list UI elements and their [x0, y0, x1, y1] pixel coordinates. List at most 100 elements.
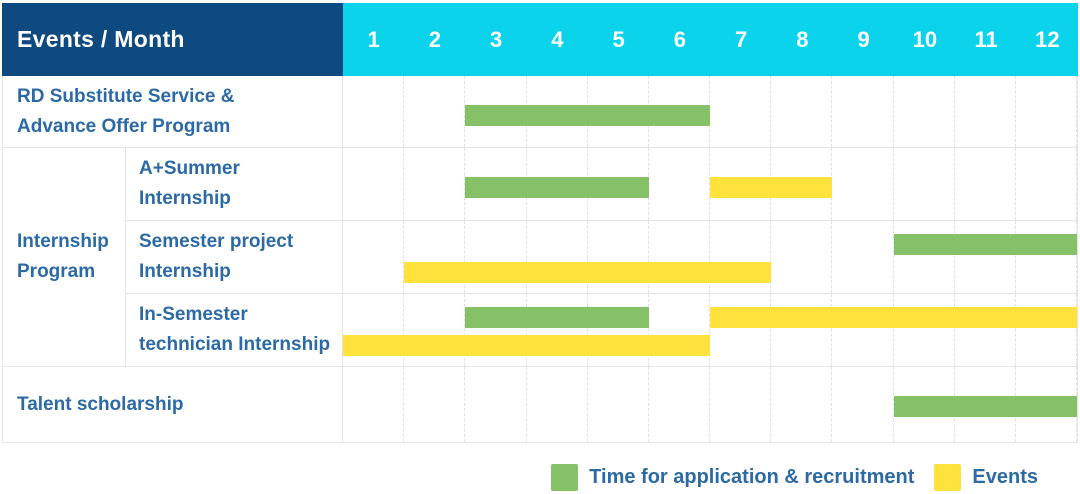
- month-header-10: 10: [912, 26, 938, 52]
- grid-cell-month-2: [404, 221, 466, 293]
- table-header-corner: Events / Month: [2, 3, 343, 76]
- chart-area-a-plus-summer-internship: [343, 148, 1078, 221]
- chart-area-semester-project-internship: [343, 221, 1078, 294]
- grid-cell-month-11: [955, 148, 1016, 220]
- grid-cell-month-6: [649, 221, 711, 293]
- row-label-in-semester-technician-internship: In-Semester technician Internship: [126, 294, 343, 367]
- legend-label-application: Time for application & recruitment: [589, 466, 915, 488]
- row-label-line: Internship: [139, 261, 231, 282]
- chart-area-rd-substitute-service: [343, 76, 1078, 148]
- table-title: Events / Month: [17, 26, 185, 52]
- grid-cell-month-7: [710, 294, 772, 366]
- bar-application-month-10-to-12: [893, 234, 1077, 255]
- row-label-line: Semester project: [139, 231, 294, 252]
- grid-cell-month-2: [404, 148, 466, 220]
- legend: Time for application & recruitment Event…: [0, 464, 1038, 491]
- group-label-internship-program: Internship Program: [2, 148, 126, 367]
- grid-cell-month-5: [588, 367, 649, 442]
- row-label-semester-project-internship: Semester project Internship: [126, 221, 343, 294]
- grid-cell-month-8: [771, 76, 833, 147]
- row-label-line: Internship: [139, 188, 231, 209]
- month-header-2: 2: [428, 26, 441, 52]
- chart-area-talent-scholarship: [343, 367, 1078, 443]
- grid-cell-month-4: [527, 367, 588, 442]
- grid-cell-month-4: [527, 221, 588, 293]
- bar-application-month-10-to-12: [893, 396, 1077, 417]
- grid-cell-month-2: [404, 367, 466, 442]
- month-header-9: 9: [857, 26, 870, 52]
- legend-label-events: Events: [972, 466, 1038, 488]
- group-label-line: Internship: [17, 231, 109, 252]
- grid-cell-month-3: [465, 294, 527, 366]
- grid-cell-month-12: [1016, 294, 1078, 366]
- bar-event-month-7-to-8: [710, 177, 833, 198]
- grid-cell-month-1: [343, 367, 405, 442]
- bar-event-month-2-to-7: [404, 262, 772, 283]
- bar-application-month-3-to-6: [465, 105, 710, 126]
- row-label-line: Advance Offer Program: [17, 115, 231, 137]
- grid-cell-month-8: [771, 221, 833, 293]
- grid-cell-month-7: [710, 76, 772, 147]
- yellow-swatch-icon: [934, 464, 962, 491]
- row-label-rd-substitute-service: RD Substitute Service & Advance Offer Pr…: [2, 76, 343, 148]
- grid-cell-month-9: [832, 148, 894, 220]
- row-label-a-plus-summer-internship: A+Summer Internship: [126, 148, 343, 221]
- grid-cell-month-1: [343, 76, 405, 147]
- grid-cell-month-6: [649, 294, 711, 366]
- grid-cell-month-6: [649, 367, 711, 442]
- row-label-talent-scholarship: Talent scholarship: [2, 367, 343, 443]
- month-header-12: 12: [1035, 26, 1060, 52]
- grid-cell-month-4: [527, 294, 588, 366]
- month-header-7: 7: [735, 26, 748, 52]
- chart-area-in-semester-technician-internship: [343, 294, 1078, 367]
- grid-cell-month-9: [832, 367, 894, 442]
- grid-cell-month-7: [710, 221, 772, 293]
- legend-item-application: Time for application & recruitment: [551, 464, 914, 491]
- row-label-line: technician Internship: [139, 334, 331, 355]
- grid-cell-month-11: [955, 221, 1016, 293]
- row-label-line: A+Summer: [139, 158, 240, 179]
- grid-cell-month-10: [894, 221, 955, 293]
- grid-cell-month-5: [588, 294, 649, 366]
- grid-cell-month-11: [955, 76, 1016, 147]
- bar-event-month-7-to-12: [710, 307, 1077, 328]
- grid-cell-month-9: [832, 76, 894, 147]
- grid-cell-month-11: [955, 294, 1016, 366]
- grid-cell-month-6: [649, 148, 711, 220]
- bar-application-month-3-to-5: [465, 177, 649, 198]
- grid-cell-month-1: [343, 148, 405, 220]
- green-swatch-icon: [551, 464, 579, 491]
- month-header-1: 1: [367, 26, 380, 52]
- grid-cell-month-8: [771, 367, 833, 442]
- grid-cell-month-12: [1016, 148, 1078, 220]
- grid-cell-month-5: [588, 221, 649, 293]
- grid-cell-month-1: [343, 294, 405, 366]
- row-label-line: In-Semester: [139, 304, 248, 325]
- grid-cell-month-10: [894, 76, 955, 147]
- grid-cell-month-3: [465, 367, 527, 442]
- grid-cell-month-3: [465, 221, 527, 293]
- grid-cell-month-7: [710, 367, 772, 442]
- grid-cell-month-8: [771, 294, 833, 366]
- month-header-3: 3: [490, 26, 503, 52]
- month-header-4: 4: [551, 26, 564, 52]
- row-label-line: Talent scholarship: [17, 393, 184, 415]
- month-header-5: 5: [612, 26, 625, 52]
- month-header-6: 6: [673, 26, 686, 52]
- grid-cell-month-12: [1016, 221, 1078, 293]
- events-month-table: Events / Month 1 2 3 4 5 6 7 8 9 10 11 12 RD Substi…: [2, 3, 1078, 443]
- grid-cell-month-10: [894, 148, 955, 220]
- grid-cell-month-10: [894, 294, 955, 366]
- grid-cell-month-9: [832, 221, 894, 293]
- grid-cell-month-2: [404, 76, 466, 147]
- grid-cell-month-1: [343, 221, 405, 293]
- grid-cell-month-9: [832, 294, 894, 366]
- month-header-8: 8: [796, 26, 809, 52]
- bar-event-month-1-to-6: [343, 335, 710, 356]
- legend-item-events: Events: [934, 464, 1038, 491]
- grid-cell-month-12: [1016, 76, 1078, 147]
- month-header-row: 1 2 3 4 5 6 7 8 9 10 11 12: [343, 3, 1078, 76]
- grid-cell-month-2: [404, 294, 466, 366]
- group-label-line: Program: [17, 261, 96, 282]
